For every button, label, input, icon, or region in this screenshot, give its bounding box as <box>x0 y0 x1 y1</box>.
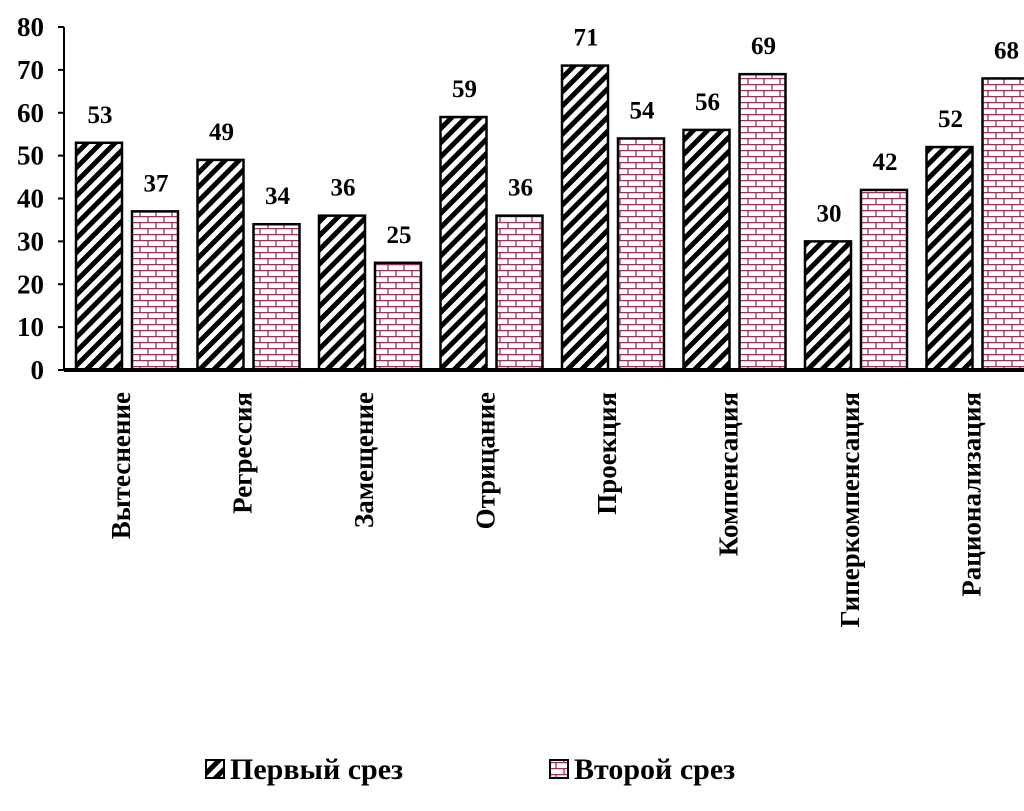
bar-series1-1 <box>74 141 124 372</box>
data-label: 37 <box>144 170 169 197</box>
y-tick-label: 80 <box>17 12 44 42</box>
bar-series1-5 <box>560 64 610 372</box>
bar-series1-6 <box>682 128 731 372</box>
y-tick-label: 60 <box>17 98 44 128</box>
bar-series1-2 <box>196 158 245 372</box>
y-tick-label: 10 <box>17 312 44 342</box>
bar-series2-3 <box>373 261 423 372</box>
data-label: 59 <box>452 76 477 103</box>
y-tick-label: 40 <box>17 184 44 214</box>
x-tick-label: Гиперкомпенсация <box>835 392 865 627</box>
x-tick-label: Замещение <box>349 392 379 528</box>
bar-series2-7 <box>859 188 909 372</box>
data-label: 42 <box>873 149 898 176</box>
data-labels: 53 37 49 34 36 25 59 36 71 54 56 69 30 42 52 68 <box>88 25 1020 249</box>
data-label: 52 <box>938 106 963 133</box>
y-tick-label: 50 <box>17 141 44 171</box>
bars <box>74 64 1024 372</box>
x-tick-label: Проекция <box>592 392 622 515</box>
y-tick-label: 0 <box>31 355 45 385</box>
bar-series1-7 <box>803 240 853 372</box>
bar-series2-6 <box>738 72 787 372</box>
data-label: 53 <box>88 102 113 129</box>
y-tick-label: 20 <box>17 269 44 299</box>
data-label: 69 <box>751 33 776 60</box>
x-tick-label: Вытеснение <box>106 392 136 539</box>
bar-series2-5 <box>616 137 666 372</box>
data-label: 71 <box>574 25 599 52</box>
bar-series2-2 <box>252 222 301 372</box>
legend-swatch-1 <box>205 759 225 779</box>
data-label: 68 <box>994 37 1019 64</box>
x-tick-label: Компенсация <box>714 392 744 556</box>
legend-swatch-2 <box>549 759 569 779</box>
bar-series1-4 <box>439 115 488 372</box>
y-axis: 0 10 20 30 40 50 60 70 80 <box>17 12 65 385</box>
data-label: 25 <box>387 222 412 249</box>
bar-series1-8 <box>925 145 974 372</box>
y-tick-label: 30 <box>17 226 44 256</box>
x-tick-label: Отрицание <box>471 392 501 529</box>
bar-series2-4 <box>495 214 544 372</box>
bar-series2-1 <box>130 210 180 372</box>
legend-label-1: Первый срез <box>230 753 403 786</box>
bar-series1-3 <box>317 214 367 372</box>
data-label: 34 <box>265 183 291 210</box>
x-tick-label: Регрессия <box>228 392 258 514</box>
data-label: 36 <box>331 175 356 202</box>
data-label: 36 <box>508 175 533 202</box>
x-axis: Вытеснение Регрессия Замещение Отрицание Про… <box>64 368 1024 627</box>
data-label: 30 <box>817 200 842 227</box>
data-label: 54 <box>630 97 656 124</box>
legend-label-2: Второй срез <box>574 753 735 786</box>
bar-series2-8 <box>981 77 1024 372</box>
data-label: 49 <box>209 119 234 146</box>
legend: Первый срез Второй срез <box>205 753 735 786</box>
data-label: 56 <box>695 89 720 116</box>
y-tick-label: 70 <box>17 55 44 85</box>
x-tick-label: Рационализация <box>957 392 987 597</box>
